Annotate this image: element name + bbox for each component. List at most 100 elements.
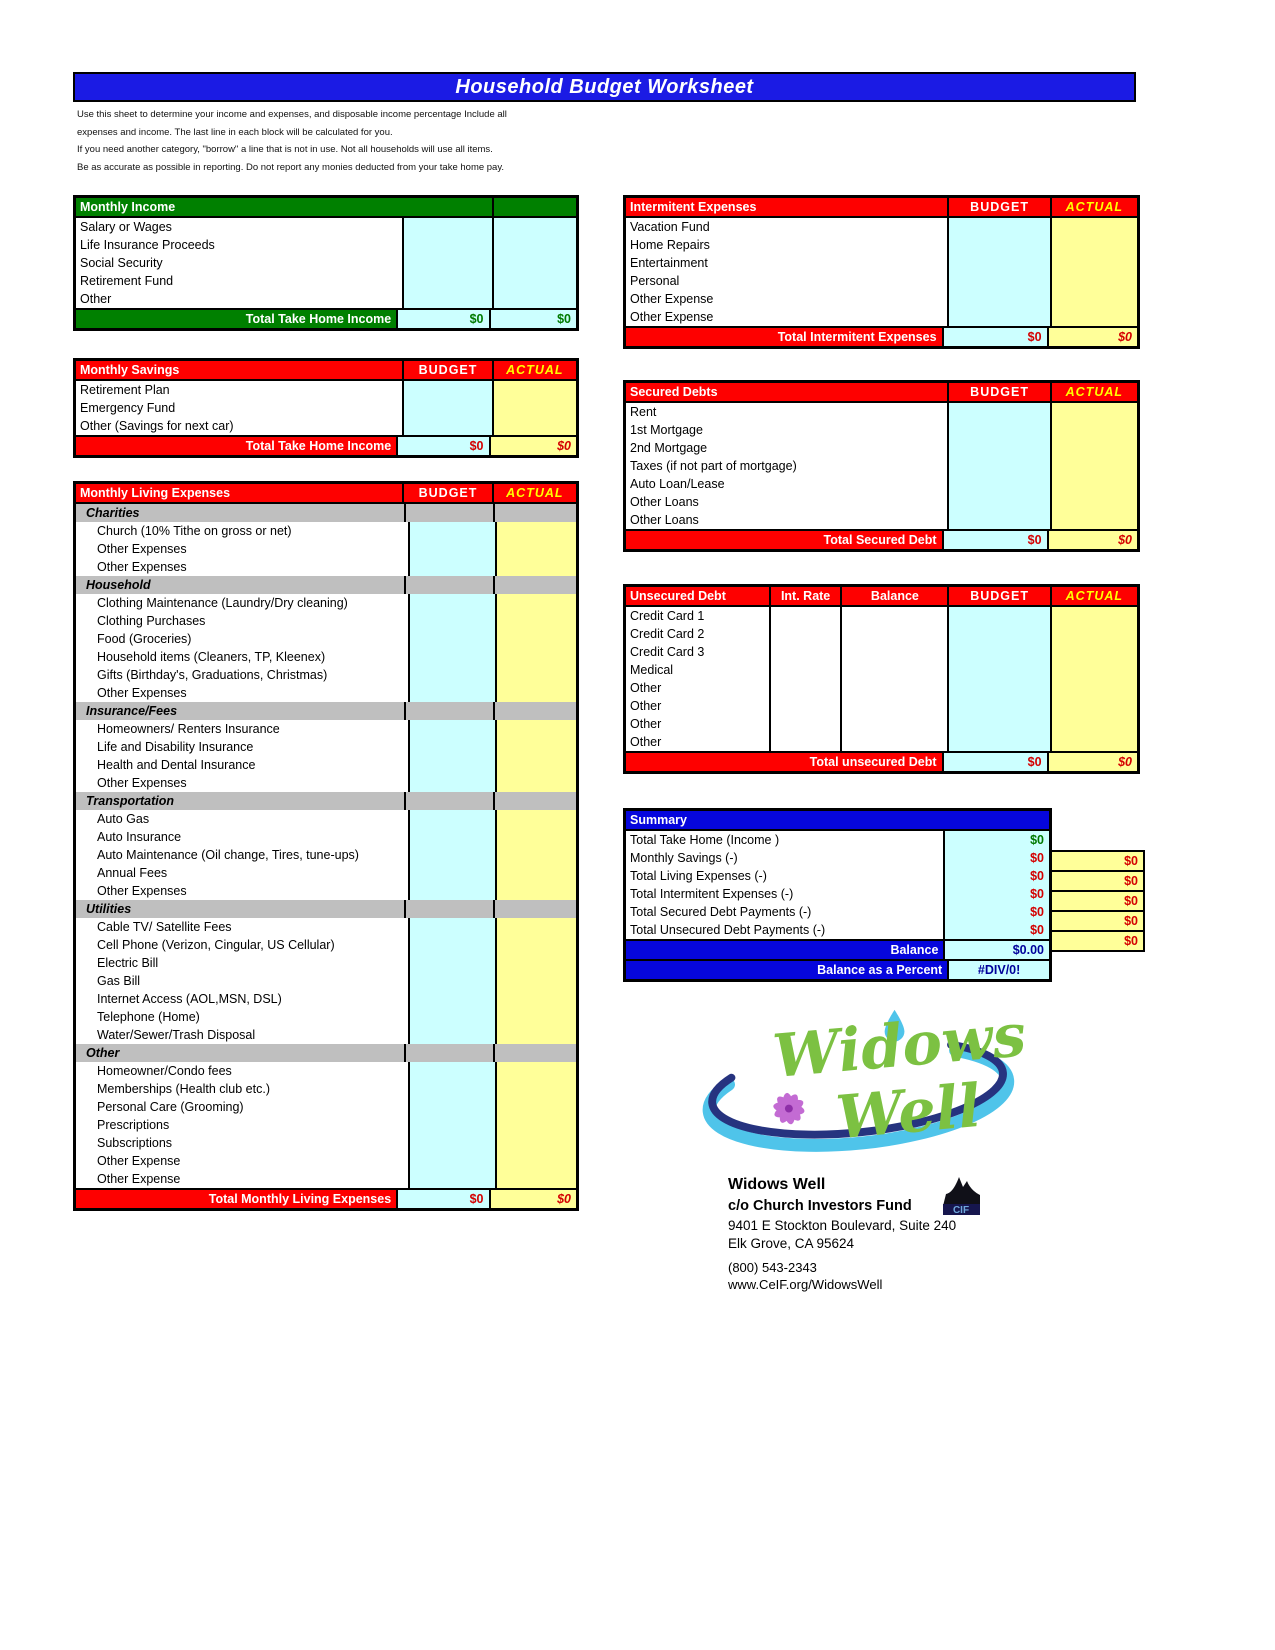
budget-cell[interactable] <box>949 643 1050 661</box>
actual-cell[interactable] <box>1051 272 1137 290</box>
budget-cell[interactable] <box>949 679 1050 697</box>
actual-cell[interactable] <box>496 756 576 774</box>
actual-cell[interactable] <box>496 954 576 972</box>
actual-cell[interactable] <box>496 612 576 630</box>
actual-cell[interactable] <box>496 882 576 900</box>
int-rate-cell[interactable] <box>770 697 841 715</box>
actual-cell[interactable] <box>1051 254 1137 272</box>
budget-cell[interactable] <box>410 738 495 756</box>
actual-cell[interactable] <box>493 272 576 290</box>
actual-cell[interactable] <box>496 540 576 558</box>
budget-cell[interactable] <box>404 218 492 236</box>
budget-cell[interactable] <box>949 236 1050 254</box>
actual-cell[interactable] <box>496 1008 576 1026</box>
budget-cell[interactable] <box>949 308 1050 326</box>
budget-cell[interactable] <box>410 756 495 774</box>
int-rate-cell[interactable] <box>770 625 841 643</box>
actual-cell[interactable] <box>493 399 576 417</box>
budget-cell[interactable] <box>949 493 1050 511</box>
balance-cell[interactable] <box>842 679 948 697</box>
budget-cell[interactable] <box>949 403 1050 421</box>
balance-cell[interactable] <box>842 733 948 751</box>
budget-cell[interactable] <box>410 630 495 648</box>
budget-cell[interactable] <box>410 954 495 972</box>
actual-cell[interactable] <box>496 666 576 684</box>
budget-cell[interactable] <box>949 697 1050 715</box>
budget-cell[interactable] <box>404 381 492 399</box>
actual-cell[interactable] <box>1051 715 1137 733</box>
actual-cell[interactable] <box>1051 218 1137 236</box>
balance-cell[interactable] <box>842 643 948 661</box>
budget-cell[interactable] <box>404 290 492 308</box>
actual-cell[interactable] <box>496 1062 576 1080</box>
budget-cell[interactable] <box>410 522 495 540</box>
actual-cell[interactable] <box>496 594 576 612</box>
budget-cell[interactable] <box>410 594 495 612</box>
budget-cell[interactable] <box>949 715 1050 733</box>
budget-cell[interactable] <box>410 864 495 882</box>
budget-cell[interactable] <box>410 936 495 954</box>
balance-cell[interactable] <box>842 661 948 679</box>
actual-cell[interactable] <box>496 1116 576 1134</box>
actual-cell[interactable] <box>493 381 576 399</box>
int-rate-cell[interactable] <box>770 679 841 697</box>
balance-cell[interactable] <box>842 697 948 715</box>
budget-cell[interactable] <box>410 1116 495 1134</box>
budget-cell[interactable] <box>410 1062 495 1080</box>
budget-cell[interactable] <box>949 475 1050 493</box>
budget-cell[interactable] <box>949 439 1050 457</box>
actual-cell[interactable] <box>496 972 576 990</box>
budget-cell[interactable] <box>949 625 1050 643</box>
actual-cell[interactable] <box>1051 439 1137 457</box>
balance-cell[interactable] <box>842 607 948 625</box>
budget-cell[interactable] <box>410 540 495 558</box>
budget-cell[interactable] <box>404 417 492 435</box>
budget-cell[interactable] <box>410 558 495 576</box>
budget-cell[interactable] <box>949 218 1050 236</box>
budget-cell[interactable] <box>410 612 495 630</box>
budget-cell[interactable] <box>410 1134 495 1152</box>
actual-cell[interactable] <box>1051 403 1137 421</box>
budget-cell[interactable] <box>404 399 492 417</box>
actual-cell[interactable] <box>1051 475 1137 493</box>
actual-cell[interactable] <box>493 236 576 254</box>
actual-cell[interactable] <box>496 774 576 792</box>
budget-cell[interactable] <box>410 1008 495 1026</box>
actual-cell[interactable] <box>1051 511 1137 529</box>
actual-cell[interactable] <box>1051 290 1137 308</box>
actual-cell[interactable] <box>496 684 576 702</box>
actual-cell[interactable] <box>1051 733 1137 751</box>
actual-cell[interactable] <box>1051 661 1137 679</box>
actual-cell[interactable] <box>496 1134 576 1152</box>
budget-cell[interactable] <box>949 254 1050 272</box>
actual-cell[interactable] <box>496 936 576 954</box>
actual-cell[interactable] <box>496 558 576 576</box>
actual-cell[interactable] <box>496 630 576 648</box>
budget-cell[interactable] <box>949 421 1050 439</box>
budget-cell[interactable] <box>410 918 495 936</box>
int-rate-cell[interactable] <box>770 733 841 751</box>
budget-cell[interactable] <box>949 511 1050 529</box>
budget-cell[interactable] <box>410 810 495 828</box>
int-rate-cell[interactable] <box>770 715 841 733</box>
actual-cell[interactable] <box>496 846 576 864</box>
budget-cell[interactable] <box>949 607 1050 625</box>
actual-cell[interactable] <box>493 218 576 236</box>
budget-cell[interactable] <box>949 457 1050 475</box>
actual-cell[interactable] <box>496 828 576 846</box>
budget-cell[interactable] <box>949 661 1050 679</box>
budget-cell[interactable] <box>410 1026 495 1044</box>
budget-cell[interactable] <box>410 1080 495 1098</box>
actual-cell[interactable] <box>1051 308 1137 326</box>
actual-cell[interactable] <box>496 864 576 882</box>
int-rate-cell[interactable] <box>770 661 841 679</box>
budget-cell[interactable] <box>404 272 492 290</box>
budget-cell[interactable] <box>410 990 495 1008</box>
actual-cell[interactable] <box>496 810 576 828</box>
actual-cell[interactable] <box>493 290 576 308</box>
budget-cell[interactable] <box>949 290 1050 308</box>
actual-cell[interactable] <box>1051 457 1137 475</box>
budget-cell[interactable] <box>410 1152 495 1170</box>
budget-cell[interactable] <box>404 236 492 254</box>
actual-cell[interactable] <box>1051 236 1137 254</box>
